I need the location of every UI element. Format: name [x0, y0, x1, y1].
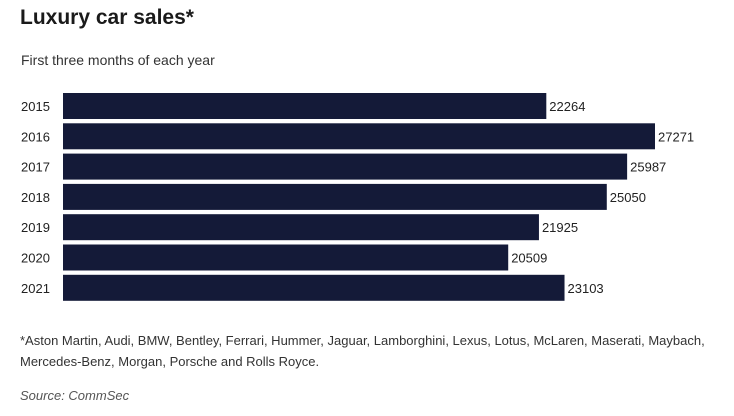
- bar: [63, 244, 509, 271]
- source-note: Source: CommSec: [20, 388, 130, 403]
- data-label: 21925: [542, 220, 578, 235]
- bar: [63, 153, 628, 180]
- data-label: 23103: [568, 281, 604, 296]
- chart-title: Luxury car sales*: [20, 6, 194, 29]
- y-tick-label: 2020: [21, 251, 50, 266]
- bar: [63, 93, 547, 119]
- y-tick-label: 2017: [21, 160, 50, 175]
- y-tick-label: 2021: [21, 281, 50, 296]
- data-label: 25987: [630, 160, 666, 175]
- bar: [63, 183, 607, 210]
- y-tick-label: 2016: [21, 129, 50, 144]
- bar-chart: 2015 22264 2016 27271 2017 25987 2018 25050 2019…: [21, 93, 694, 301]
- bar: [63, 123, 655, 150]
- footnote: *Aston Martin, Audi, BMW, Bentley, Ferra…: [20, 333, 705, 369]
- data-label: 27271: [658, 129, 694, 144]
- chart-subtitle: First three months of each year: [21, 52, 215, 68]
- y-tick-label: 2015: [21, 99, 50, 114]
- data-label: 20509: [511, 251, 547, 266]
- y-tick-label: 2019: [21, 220, 50, 235]
- bar: [63, 214, 539, 241]
- data-label: 25050: [610, 190, 646, 205]
- bar: [63, 274, 565, 301]
- data-label: 22264: [549, 99, 585, 114]
- y-tick-label: 2018: [21, 190, 50, 205]
